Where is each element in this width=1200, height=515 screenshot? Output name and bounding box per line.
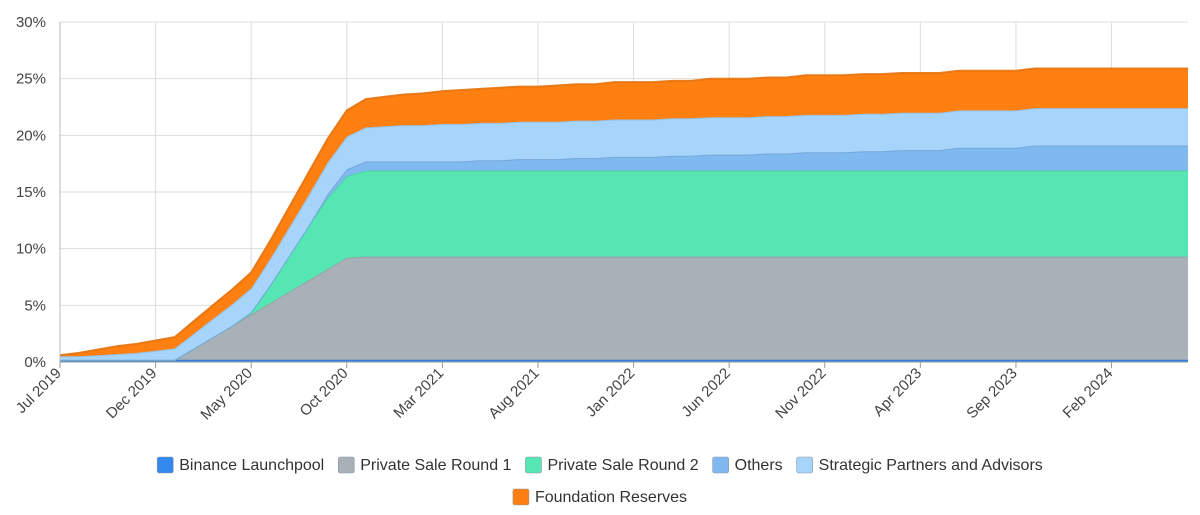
legend-label-5: Foundation Reserves bbox=[535, 489, 687, 506]
x-tick-label: Dec 2019 bbox=[103, 365, 160, 422]
area-series-5[interactable] bbox=[60, 68, 1188, 357]
y-tick-label: 0% bbox=[24, 354, 46, 371]
legend-swatch-5[interactable] bbox=[512, 488, 530, 506]
y-tick-label: 15% bbox=[16, 184, 46, 201]
y-tick-label: 10% bbox=[16, 241, 46, 258]
area-series-2[interactable] bbox=[60, 170, 1188, 360]
legend-swatch-0[interactable] bbox=[156, 456, 174, 474]
y-tick-label: 5% bbox=[24, 297, 46, 314]
legend-label-0: Binance Launchpool bbox=[179, 457, 324, 474]
legend-swatch-3[interactable] bbox=[712, 456, 729, 474]
legend-label-2: Private Sale Round 2 bbox=[547, 457, 698, 474]
x-tick-label: May 2020 bbox=[197, 365, 256, 424]
x-tick-label: Apr 2023 bbox=[870, 365, 925, 420]
y-tick-label: 25% bbox=[16, 71, 46, 88]
area-series-4[interactable] bbox=[60, 108, 1188, 360]
legend-swatch-2[interactable] bbox=[525, 456, 542, 474]
legend-label-3: Others bbox=[735, 457, 783, 474]
x-tick-label: Sep 2023 bbox=[963, 365, 1020, 422]
y-tick-label: 30% bbox=[16, 14, 46, 31]
area-edge-5 bbox=[59, 67, 1188, 357]
x-tick-label: Jul 2019 bbox=[13, 365, 65, 417]
x-tick-label: Feb 2024 bbox=[1060, 365, 1117, 422]
legend-swatch-4[interactable] bbox=[796, 456, 813, 474]
legend: Binance Launchpool Private Sale Round 1 Pr… bbox=[156, 456, 1043, 506]
area-layer bbox=[59, 67, 1188, 362]
area-series-1[interactable] bbox=[60, 256, 1188, 360]
x-tick-label: Aug 2021 bbox=[485, 365, 542, 422]
x-tick-label: Nov 2022 bbox=[772, 365, 829, 422]
legend-swatch-1[interactable] bbox=[337, 456, 355, 474]
legend-label-4: Strategic Partners and Advisors bbox=[819, 457, 1043, 474]
legend-label-1: Private Sale Round 1 bbox=[360, 457, 511, 474]
y-tick-label: 20% bbox=[16, 127, 46, 144]
x-tick-label: Oct 2020 bbox=[297, 365, 352, 420]
x-tick-label: Jun 2022 bbox=[678, 365, 734, 421]
x-tick-label: Jan 2022 bbox=[583, 365, 639, 421]
area-series-3[interactable] bbox=[60, 145, 1188, 360]
x-tick-label: Mar 2021 bbox=[390, 365, 447, 422]
